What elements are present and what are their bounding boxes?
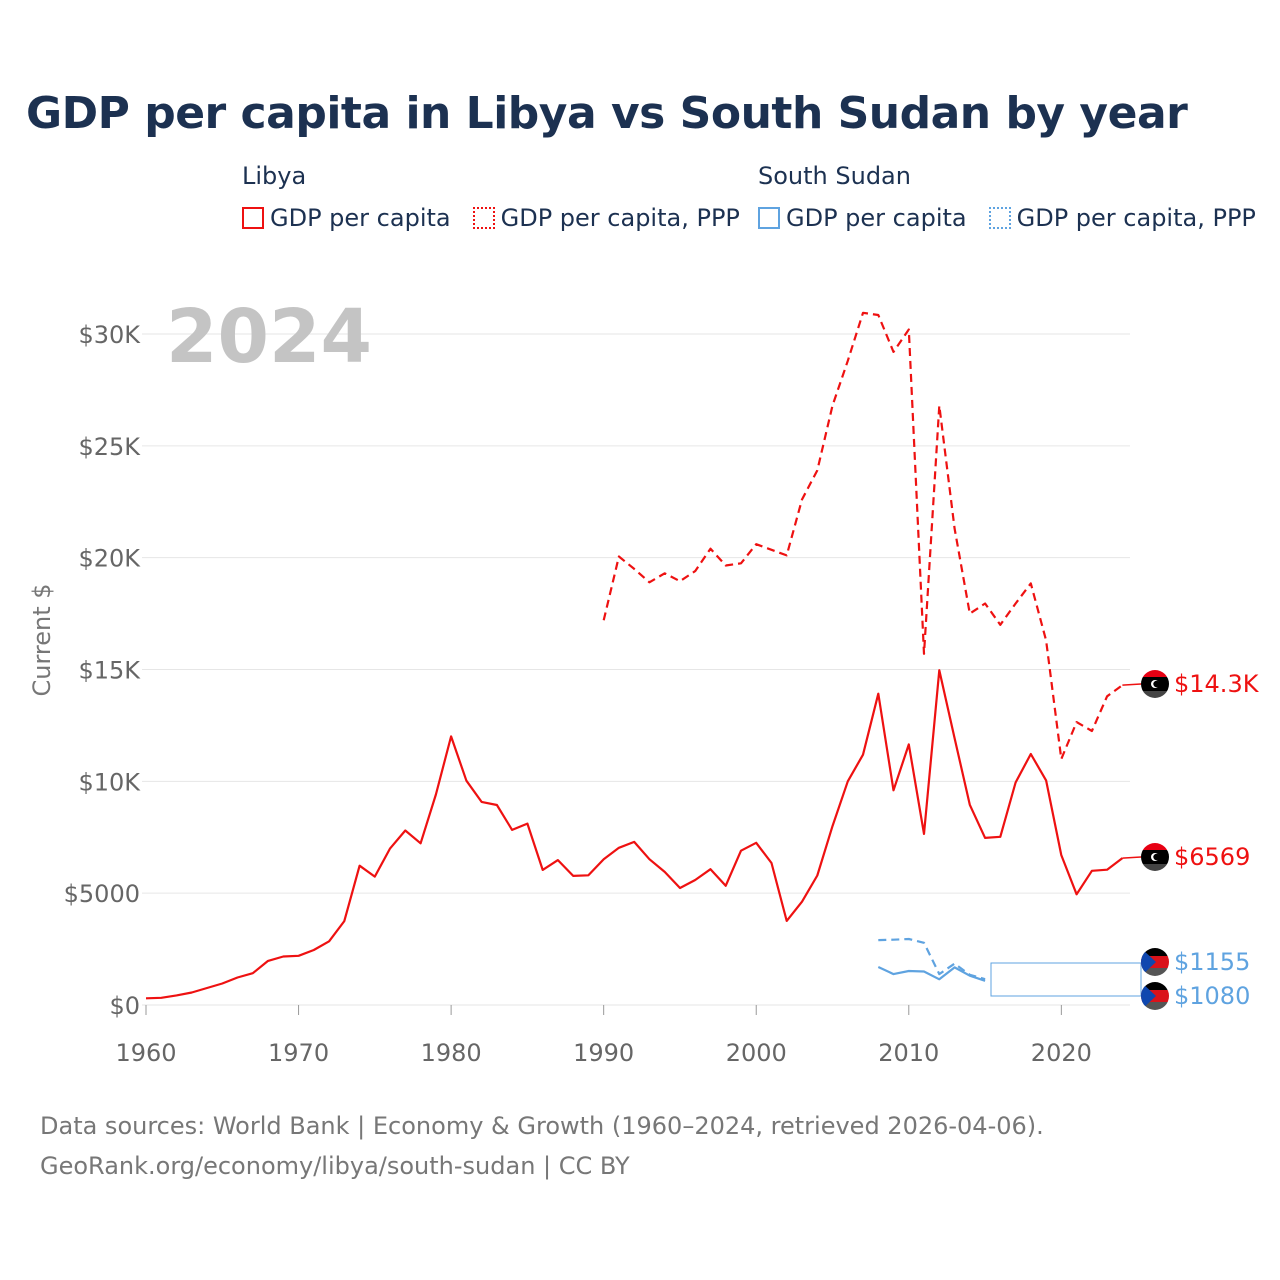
legend-swatch-dotted-blue [988, 207, 1011, 229]
x-tick-label: 1970 [268, 1039, 329, 1067]
legend-item-label: GDP per capita, PPP [1016, 204, 1256, 232]
legend-swatch-solid-red [242, 207, 264, 229]
y-axis-label: Current $ [28, 583, 56, 696]
end-label-south-sudan-gdp-ppp: $1155 [1174, 948, 1250, 976]
legend-item-south-sudan-gdp[interactable]: GDP per capita [758, 204, 967, 232]
y-tick-label: $30K [78, 321, 141, 349]
legend-item-libya-gdp-ppp[interactable]: GDP per capita, PPP [472, 204, 740, 232]
libya-flag-icon [1141, 843, 1169, 871]
legend-group-label: South Sudan [758, 162, 911, 190]
legend-group-label: Libya [242, 162, 307, 190]
chart-title: GDP per capita in Libya vs South Sudan b… [26, 88, 1188, 139]
end-label-connector [1122, 683, 1142, 686]
series-line-libya-gdp-per-capita[interactable] [145, 669, 1124, 1000]
south-sudan-flag-icon [1141, 948, 1169, 976]
y-tick-label: $0 [109, 992, 140, 1020]
end-label-libya-gdp-ppp: $14.3K [1174, 670, 1260, 698]
series-line-south-sudan-gdp-per-capita[interactable] [877, 966, 986, 982]
source-line: Data sources: World Bank | Economy & Gro… [40, 1112, 1044, 1140]
south-sudan-flag-icon [1141, 982, 1169, 1010]
south-sudan-label-connector [990, 962, 1142, 997]
x-tick-label: 1980 [421, 1039, 482, 1067]
x-tick-label: 2010 [878, 1039, 939, 1067]
source-link[interactable]: GeoRank.org/economy/libya/south-sudan | … [40, 1152, 630, 1180]
y-tick-label: $5000 [64, 880, 140, 908]
legend-item-label: GDP per capita [270, 204, 451, 232]
legend-swatch-dotted-red [472, 207, 495, 229]
data-source-note: Data sources: World Bank | Economy & Gro… [40, 1106, 1044, 1186]
y-tick-label: $25K [78, 433, 141, 461]
libya-flag-icon [1141, 670, 1169, 698]
x-tick-label: 2000 [726, 1039, 787, 1067]
x-tick-label: 1990 [573, 1039, 634, 1067]
series-line-libya-gdp-per-capita-ppp[interactable] [602, 311, 1124, 761]
legend-item-label: GDP per capita [786, 204, 967, 232]
legend-item-libya-gdp[interactable]: GDP per capita [242, 204, 451, 232]
end-label-connector [1122, 856, 1142, 859]
year-watermark: 2024 [166, 294, 372, 380]
legend-swatch-solid-blue [758, 207, 780, 229]
y-tick-label: $10K [78, 768, 141, 796]
legend-item-south-sudan-gdp-ppp[interactable]: GDP per capita, PPP [988, 204, 1256, 232]
legend-group-south-sudan: South Sudan GDP per capita GDP per capit… [758, 162, 1256, 232]
series-line-south-sudan-gdp-per-capita-ppp[interactable] [878, 937, 986, 981]
y-tick-label: $15K [78, 657, 141, 685]
legend-group-libya: Libya GDP per capita GDP per capita, PPP [242, 162, 740, 232]
x-tick-label: 2020 [1031, 1039, 1092, 1067]
x-tick-label: 1960 [115, 1039, 176, 1067]
end-label-libya-gdp: $6569 [1174, 843, 1250, 871]
y-tick-label: $20K [78, 545, 141, 573]
legend-item-label: GDP per capita, PPP [500, 204, 740, 232]
end-label-south-sudan-gdp: $1080 [1174, 982, 1250, 1010]
